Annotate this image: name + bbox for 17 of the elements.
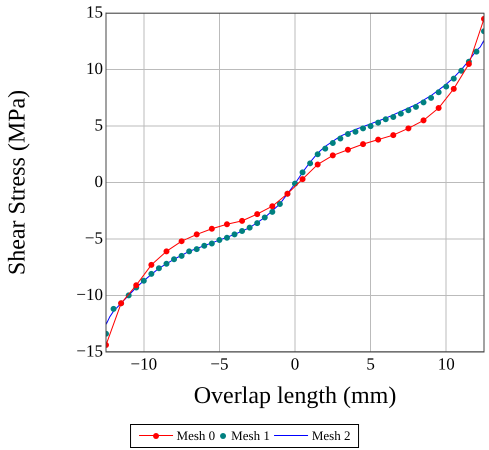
x-tick-label: 0 xyxy=(290,354,300,374)
x-tick-label: −10 xyxy=(130,354,158,374)
legend-label: Mesh 1 xyxy=(231,428,270,444)
y-axis-title: Shear Stress (MPa) xyxy=(4,90,31,276)
y-tick-label: 0 xyxy=(94,172,103,191)
x-tick-label: 5 xyxy=(366,354,375,374)
x-tick-label: 10 xyxy=(438,354,455,374)
x-axis-title: Overlap length (mm) xyxy=(194,382,396,409)
legend-label: Mesh 2 xyxy=(312,428,350,444)
y-tick-label: −15 xyxy=(76,341,103,360)
y-tick-label: 15 xyxy=(86,2,103,22)
x-tick-label: −5 xyxy=(210,354,228,374)
y-tick-label: 5 xyxy=(94,116,103,135)
y-tick-label: −5 xyxy=(84,228,103,248)
y-tick-label: −10 xyxy=(76,284,103,304)
legend-label: Mesh 0 xyxy=(176,428,216,444)
y-tick-label: 10 xyxy=(86,59,103,78)
